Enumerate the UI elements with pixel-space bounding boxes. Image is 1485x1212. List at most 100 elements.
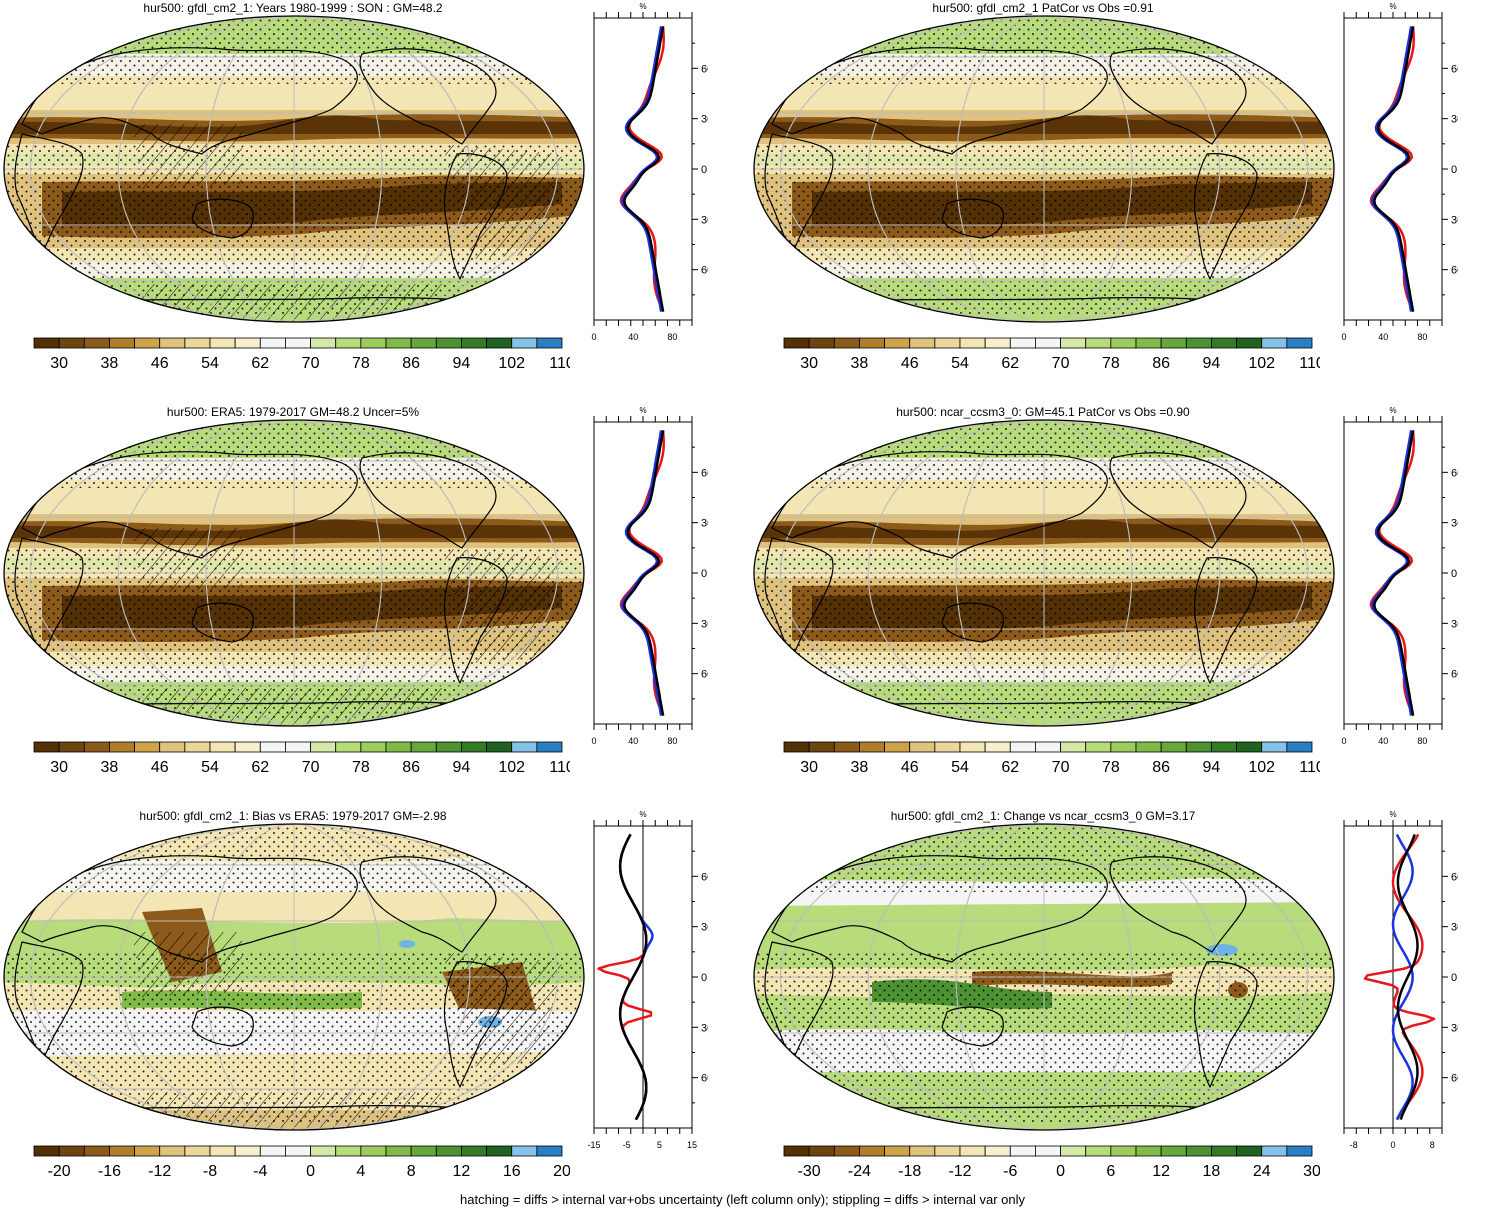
profile-line-mean (618, 833, 648, 1121)
colorbar-swatch (109, 1145, 135, 1157)
colorbar-swatch (410, 337, 437, 349)
profile-lat-label: 60N (1451, 467, 1458, 479)
colorbar-swatch (234, 337, 261, 349)
profile-line-mean (623, 430, 665, 716)
colorbar-label: 70 (302, 759, 320, 776)
colorbar-swatch (1185, 337, 1212, 349)
colorbar-5: -20 -16 -12 -8 -4 0 4 8 12 16 20 (33, 1145, 570, 1180)
colorbar-swatch (134, 337, 161, 349)
colorbar-label: 94 (453, 759, 471, 776)
colorbar-swatch (1110, 1145, 1137, 1157)
panel-title-4: hur500: ncar_ccsm3_0: GM=45.1 PatCor vs … (896, 405, 1190, 419)
profile-unit: % (1389, 810, 1396, 819)
colorbar-swatch (808, 337, 835, 349)
colorbar-label: 86 (402, 355, 420, 372)
profile-lat-label: 0 (1451, 972, 1457, 984)
colorbar-label: 54 (951, 759, 969, 776)
map-3 (3, 419, 585, 727)
colorbar-swatch (783, 337, 810, 349)
panel-title-6: hur500: gfdl_cm2_1: Change vs ncar_ccsm3… (890, 809, 1196, 823)
profile-line-mean (1373, 26, 1415, 312)
panel-title-5: hur500: gfdl_cm2_1: Bias vs ERA5: 1979-2… (139, 809, 447, 823)
colorbar-swatch (1286, 741, 1313, 753)
colorbar-swatch (1060, 1145, 1087, 1157)
colorbar-swatch (884, 337, 911, 349)
colorbar-label: 54 (201, 759, 219, 776)
colorbar-swatch (808, 1145, 835, 1157)
colorbar-swatch (1211, 1145, 1237, 1157)
colorbar-swatch (984, 337, 1011, 349)
colorbar-swatch (1211, 741, 1237, 753)
profile-xtick: -5 (623, 1140, 631, 1150)
profile-unit: % (639, 810, 646, 819)
colorbar-swatch (1009, 741, 1036, 753)
colorbar-label: 70 (302, 355, 320, 372)
colorbar-swatch (385, 337, 412, 349)
profile-lat-label: 0 (701, 164, 707, 176)
panel-title-2: hur500: gfdl_cm2_1 PatCor vs Obs =0.91 (932, 1, 1154, 15)
profile-lat-label: 30N (701, 922, 708, 934)
profile-lat-label: 0 (1451, 568, 1457, 580)
colorbar-swatch (360, 741, 387, 753)
colorbar-swatch (859, 741, 885, 753)
colorbar-label: 46 (901, 355, 919, 372)
profile-xtick: 80 (667, 332, 677, 342)
colorbar-swatch (435, 337, 462, 349)
colorbar-swatch (33, 741, 60, 753)
profile-lat-label: 30S (1451, 618, 1458, 630)
colorbar-swatch (83, 337, 110, 349)
profile-line-obs (621, 430, 663, 716)
colorbar-swatch (335, 337, 362, 349)
profile-unit: % (639, 406, 646, 415)
colorbar-swatch (360, 337, 387, 349)
colorbar-label: 62 (251, 759, 269, 776)
colorbar-label: 110 (1299, 759, 1320, 776)
colorbar-label: 78 (1102, 759, 1120, 776)
colorbar-swatch (1261, 337, 1288, 349)
colorbar-swatch (1035, 741, 1061, 753)
profile-xtick: 5 (657, 1140, 662, 1150)
colorbar-swatch (486, 1145, 513, 1157)
colorbar-swatch (909, 337, 936, 349)
colorbar-swatch (234, 1145, 261, 1157)
colorbar-label: 20 (553, 1163, 570, 1180)
colorbar-swatch (536, 337, 563, 349)
colorbar-6: -30 -24 -18 -12 -6 0 6 12 18 24 30 (783, 1145, 1320, 1180)
profile-lat-label: 30N (701, 114, 708, 126)
profile-xtick: 40 (628, 736, 638, 746)
colorbar-swatch (1085, 1145, 1112, 1157)
colorbar-swatch (184, 1145, 211, 1157)
colorbar-label: 4 (356, 1163, 365, 1180)
profile-lat-label: 30S (701, 618, 708, 630)
colorbar-label: 54 (951, 355, 969, 372)
colorbar-label: 78 (352, 759, 370, 776)
colorbar-label: -6 (1003, 1163, 1017, 1180)
colorbar-label: 12 (453, 1163, 471, 1180)
colorbar-swatch (1236, 337, 1263, 349)
colorbar-swatch (909, 1145, 936, 1157)
colorbar-label: 46 (151, 355, 169, 372)
profile-line-model (1369, 26, 1415, 313)
colorbar-label: 12 (1152, 1163, 1170, 1180)
colorbar-swatch (511, 1145, 538, 1157)
colorbar-swatch (310, 741, 337, 753)
colorbar-label: 78 (352, 355, 370, 372)
profile-xtick: 80 (1417, 332, 1427, 342)
colorbar-label: 102 (1248, 355, 1275, 372)
profile-xtick: 8 (1430, 1140, 1435, 1150)
colorbar-swatch (134, 1145, 161, 1157)
colorbar-3: 30 38 46 54 62 70 78 86 94 102 110 (33, 741, 570, 776)
colorbar-label: -18 (898, 1163, 921, 1180)
profile-lat-label: 30S (1451, 214, 1458, 226)
colorbar-label: 38 (851, 759, 869, 776)
colorbar-label: 86 (1152, 759, 1170, 776)
colorbar-swatch (184, 337, 211, 349)
colorbar-swatch (259, 741, 286, 753)
colorbar-swatch (934, 337, 961, 349)
colorbar-swatch (909, 741, 936, 753)
colorbar-label: 110 (549, 759, 570, 776)
zonal-profile-4: % 0 40 80 60N 30N 0 30S 60S (1341, 406, 1458, 746)
colorbar-2: 30 38 46 54 62 70 78 86 94 102 110 (783, 337, 1320, 372)
profile-lat-label: 30S (1451, 1022, 1458, 1034)
map-5 (3, 823, 585, 1131)
